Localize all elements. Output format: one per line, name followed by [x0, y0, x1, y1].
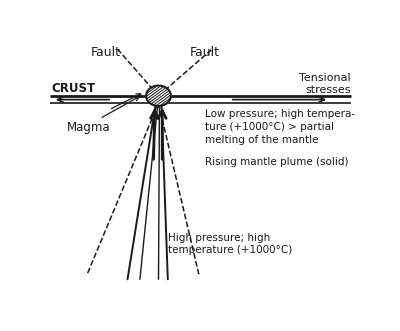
Text: Fault: Fault — [190, 46, 220, 59]
Text: CRUST: CRUST — [52, 81, 96, 95]
Text: High pressure; high
temperature (+1000°C): High pressure; high temperature (+1000°C… — [168, 233, 292, 255]
Text: Fault: Fault — [91, 46, 121, 59]
Text: Tensional
stresses: Tensional stresses — [299, 73, 351, 95]
Text: Magma: Magma — [67, 121, 111, 134]
Text: Low pressure; high tempera-
ture (+1000°C) > partial
melting of the mantle: Low pressure; high tempera- ture (+1000°… — [205, 109, 355, 145]
Circle shape — [146, 86, 171, 106]
Text: Rising mantle plume (solid): Rising mantle plume (solid) — [205, 157, 348, 167]
